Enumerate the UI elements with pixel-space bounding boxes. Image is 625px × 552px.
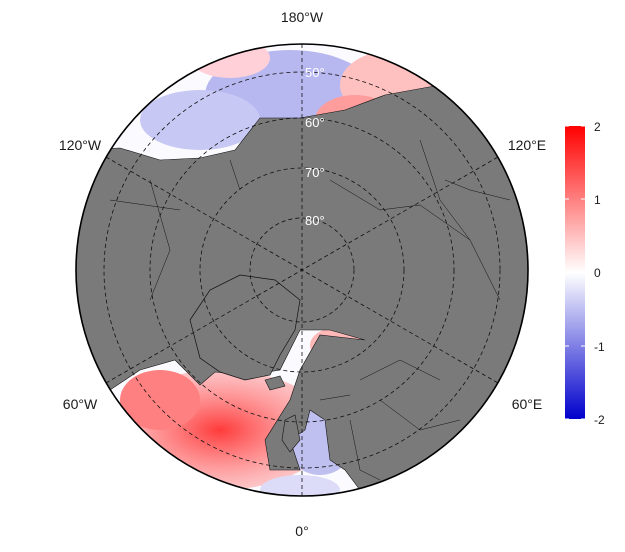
iceland	[264, 375, 286, 391]
greenland	[189, 274, 301, 381]
pacific-pink-anomaly	[190, 44, 270, 78]
meridians	[105, 44, 499, 496]
colorbar: 2 1 0 -1 -2	[565, 120, 605, 427]
map-boundary	[75, 43, 529, 497]
lat-label-70: 70°	[305, 165, 325, 180]
colorbar-tick-1: 1	[594, 193, 601, 207]
lon-label-0: 0°	[295, 523, 308, 539]
british-isles	[281, 414, 301, 453]
map-disc	[76, 44, 528, 496]
colorbar-tick-0: 0	[594, 266, 601, 280]
lon-label-60e: 60°E	[512, 396, 543, 412]
colorbar-tick-2: 2	[594, 120, 601, 134]
colorbar-tick-minus2: -2	[594, 413, 605, 427]
lon-label-120w: 120°W	[59, 137, 102, 153]
lon-label-120e: 120°E	[508, 137, 546, 153]
lat-label-50: 50°	[305, 65, 325, 80]
lat-label-80: 80°	[305, 213, 325, 228]
lon-label-180w: 180°W	[281, 9, 324, 25]
colorbar-gradient	[565, 126, 585, 419]
lat-label-60: 60°	[305, 115, 325, 130]
colorbar-tick-minus1: -1	[594, 340, 605, 354]
labrador-red-anomaly	[120, 370, 200, 430]
country-borders	[109, 139, 511, 481]
atlantic-blue-south	[260, 475, 340, 496]
pacific-blue-anomaly-west	[140, 90, 260, 150]
lon-label-60w: 60°W	[63, 396, 98, 412]
